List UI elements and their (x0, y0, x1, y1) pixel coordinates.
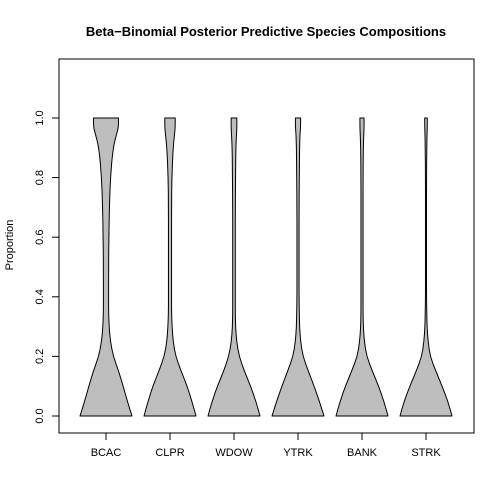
y-tick-label: 0.6 (34, 230, 46, 245)
x-axis: BCAC CLPR WDOW YTRK BANK STRK (91, 432, 441, 459)
x-tick-label: WDOW (215, 447, 253, 459)
x-tick-label: STRK (411, 447, 441, 459)
plot-frame (58, 58, 475, 434)
x-tick-label: YTRK (283, 447, 313, 459)
x-tick-label: BCAC (91, 447, 122, 459)
chart-title: Beta−Binomial Posterior Predictive Speci… (86, 24, 446, 39)
violin-ytrk (271, 117, 325, 417)
y-tick-label: 0.8 (34, 170, 46, 185)
violin-bank (335, 117, 389, 417)
y-tick-label: 0.0 (34, 408, 46, 423)
violin-wdow (207, 117, 261, 417)
y-axis: 0.0 0.2 0.4 0.6 0.8 1.0 (34, 110, 60, 424)
violin-clpr (143, 117, 197, 417)
violin-strk (399, 117, 453, 417)
y-tick-label: 0.4 (34, 289, 46, 304)
violin-bcac (79, 117, 133, 417)
violins (79, 117, 453, 417)
x-tick-label: BANK (347, 447, 378, 459)
x-tick-label: CLPR (155, 447, 184, 459)
y-tick-label: 0.2 (34, 349, 46, 364)
y-axis-label: Proportion (4, 220, 16, 271)
y-tick-label: 1.0 (34, 110, 46, 125)
